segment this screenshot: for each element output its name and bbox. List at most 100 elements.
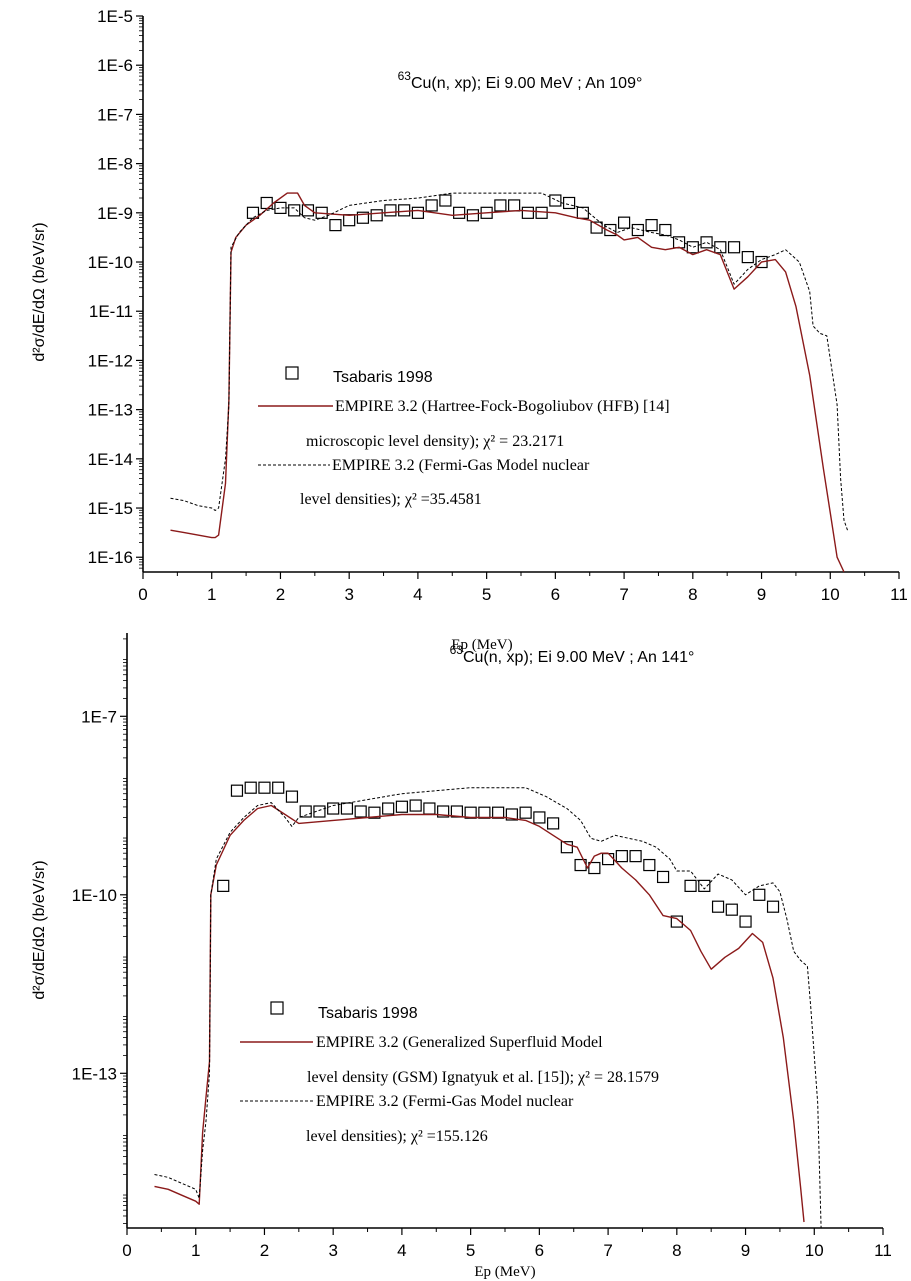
data-point-exp bbox=[356, 211, 370, 224]
y-tick-label: 1E-9 bbox=[97, 204, 133, 223]
data-point-exp bbox=[629, 850, 642, 863]
data-point-exp bbox=[604, 223, 617, 237]
data-point-exp bbox=[260, 196, 273, 210]
data-point-exp bbox=[588, 861, 601, 875]
series-layer bbox=[170, 192, 848, 573]
data-point-exp bbox=[478, 806, 491, 819]
data-point-exp bbox=[725, 903, 738, 916]
data-point-exp bbox=[285, 790, 299, 803]
data-point-exp bbox=[299, 805, 312, 818]
legend-label-fgm-line1: EMPIRE 3.2 (Fermi-Gas Model nuclear bbox=[316, 1093, 574, 1110]
legend-label-fgm-line2: level densities); χ² =155.126 bbox=[306, 1128, 488, 1145]
x-axis-label: Ep (MeV) bbox=[451, 637, 512, 653]
data-point-exp bbox=[313, 805, 326, 818]
data-point-exp bbox=[301, 204, 315, 217]
data-point-exp bbox=[329, 219, 342, 232]
x-tick-label: 4 bbox=[397, 1241, 406, 1260]
x-tick-label: 8 bbox=[672, 1241, 681, 1260]
x-tick-label: 9 bbox=[757, 585, 766, 604]
data-point-exp bbox=[714, 241, 727, 254]
x-tick-label: 0 bbox=[138, 585, 147, 604]
data-point-exp bbox=[739, 915, 752, 928]
x-axis-label: Ep (MeV) bbox=[474, 1264, 535, 1280]
y-tick-label: 1E-10 bbox=[72, 886, 117, 905]
data-point-exp bbox=[230, 784, 244, 797]
data-point-exp bbox=[576, 206, 589, 219]
y-tick-label: 1E-7 bbox=[97, 105, 133, 124]
y-tick-label: 1E-14 bbox=[88, 450, 133, 469]
data-point-exp bbox=[549, 194, 562, 207]
x-tick-label: 3 bbox=[328, 1241, 337, 1260]
data-point-exp bbox=[521, 206, 534, 219]
data-point-exp bbox=[519, 806, 532, 819]
tick-layer: 0 1 2 3 4 5 6 7 8 9 10 11 1E-7 1E-10 1E-13 bbox=[72, 638, 892, 1260]
legend-marker-exp bbox=[285, 366, 299, 380]
x-tick-label: 4 bbox=[413, 585, 422, 604]
x-tick-label: 6 bbox=[551, 585, 560, 604]
data-point-exp bbox=[601, 852, 615, 866]
data-point-exp bbox=[533, 811, 546, 824]
data-point-exp bbox=[755, 255, 768, 269]
data-point-exp bbox=[453, 206, 466, 219]
data-point-exp bbox=[354, 805, 367, 818]
x-tick-label: 11 bbox=[874, 1241, 892, 1260]
y-tick-label: 1E-5 bbox=[97, 7, 133, 26]
legend-marker-exp bbox=[270, 1001, 284, 1015]
data-point-exp bbox=[727, 241, 741, 254]
tick-layer: 0 1 2 3 4 5 6 7 8 9 10 11 1E-5 1E-6 1E-7 1E-8 1E-9 1E-10 1… bbox=[88, 7, 908, 604]
data-point-exp bbox=[686, 241, 699, 254]
y-tick-label: 1E-7 bbox=[81, 707, 117, 726]
data-point-exp bbox=[615, 850, 628, 863]
y-tick-label: 1E-12 bbox=[88, 351, 133, 370]
data-point-exp bbox=[535, 206, 548, 219]
legend-label-gsm-line1: EMPIRE 3.2 (Generalized Superfluid Model bbox=[316, 1034, 603, 1051]
legend-label-exp: Tsabaris 1998 bbox=[333, 369, 433, 386]
data-point-exp bbox=[670, 915, 683, 928]
y-tick-label: 1E-15 bbox=[88, 499, 133, 518]
legend-label-fgm-line2: level densities); χ² =35.4581 bbox=[300, 491, 482, 508]
data-point-exp bbox=[384, 204, 397, 217]
x-tick-label: 2 bbox=[260, 1241, 269, 1260]
x-tick-label: 1 bbox=[207, 585, 216, 604]
x-tick-label: 6 bbox=[535, 1241, 544, 1260]
data-point-exp bbox=[288, 204, 301, 217]
legend: Tsabaris 1998 EMPIRE 3.2 (Hartree-Fock-B… bbox=[258, 366, 670, 508]
data-point-exp bbox=[656, 870, 670, 884]
legend-label-hfb-line1: EMPIRE 3.2 (Hartree-Fock-Bogoliubov (HFB… bbox=[335, 398, 670, 415]
data-point-exp bbox=[258, 781, 271, 794]
data-point-exp bbox=[343, 214, 356, 227]
x-tick-label: 5 bbox=[466, 1241, 475, 1260]
data-point-exp bbox=[659, 223, 672, 237]
data-point-exp bbox=[382, 802, 395, 815]
y-tick-label: 1E-16 bbox=[88, 548, 133, 567]
y-tick-label: 1E-13 bbox=[72, 1064, 117, 1083]
legend-label-fgm-line1: EMPIRE 3.2 (Fermi-Gas Model nuclear bbox=[332, 457, 590, 474]
x-tick-label: 10 bbox=[821, 585, 840, 604]
legend-label-gsm-line2: level density (GSM) Ignatyuk et al. [15]… bbox=[307, 1069, 659, 1086]
data-point-exp bbox=[508, 199, 521, 212]
data-point-exp bbox=[395, 800, 409, 813]
chart-panel-top: 0 1 2 3 4 5 6 7 8 9 10 11 1E-5 1E-6 1E-7 1E-8 1E-9 1E-10 1… bbox=[31, 7, 908, 653]
data-point-exp bbox=[560, 841, 573, 854]
x-tick-label: 7 bbox=[619, 585, 628, 604]
data-point-exp bbox=[711, 900, 725, 913]
chart-title: 63Cu(n, xp); Ei 9.00 MeV ; An 141° bbox=[450, 643, 695, 666]
x-tick-label: 8 bbox=[688, 585, 697, 604]
data-point-exp bbox=[439, 194, 452, 207]
data-point-exp bbox=[698, 879, 711, 892]
data-point-exp bbox=[617, 216, 631, 229]
data-point-exp bbox=[563, 196, 576, 210]
x-tick-label: 10 bbox=[805, 1241, 824, 1260]
y-tick-label: 1E-8 bbox=[97, 155, 133, 174]
data-point-exp bbox=[505, 808, 518, 821]
x-tick-label: 2 bbox=[276, 585, 285, 604]
data-point-exp bbox=[700, 236, 713, 249]
data-point-exp bbox=[492, 806, 505, 819]
y-tick-label: 1E-13 bbox=[88, 401, 133, 420]
series-layer bbox=[154, 781, 822, 1229]
data-point-exp bbox=[246, 206, 260, 219]
data-point-exp bbox=[466, 209, 479, 222]
y-axis-label: d²σ/dE/dΩ (b/eV/sr) bbox=[31, 860, 48, 999]
series-line-fgm bbox=[154, 787, 822, 1229]
